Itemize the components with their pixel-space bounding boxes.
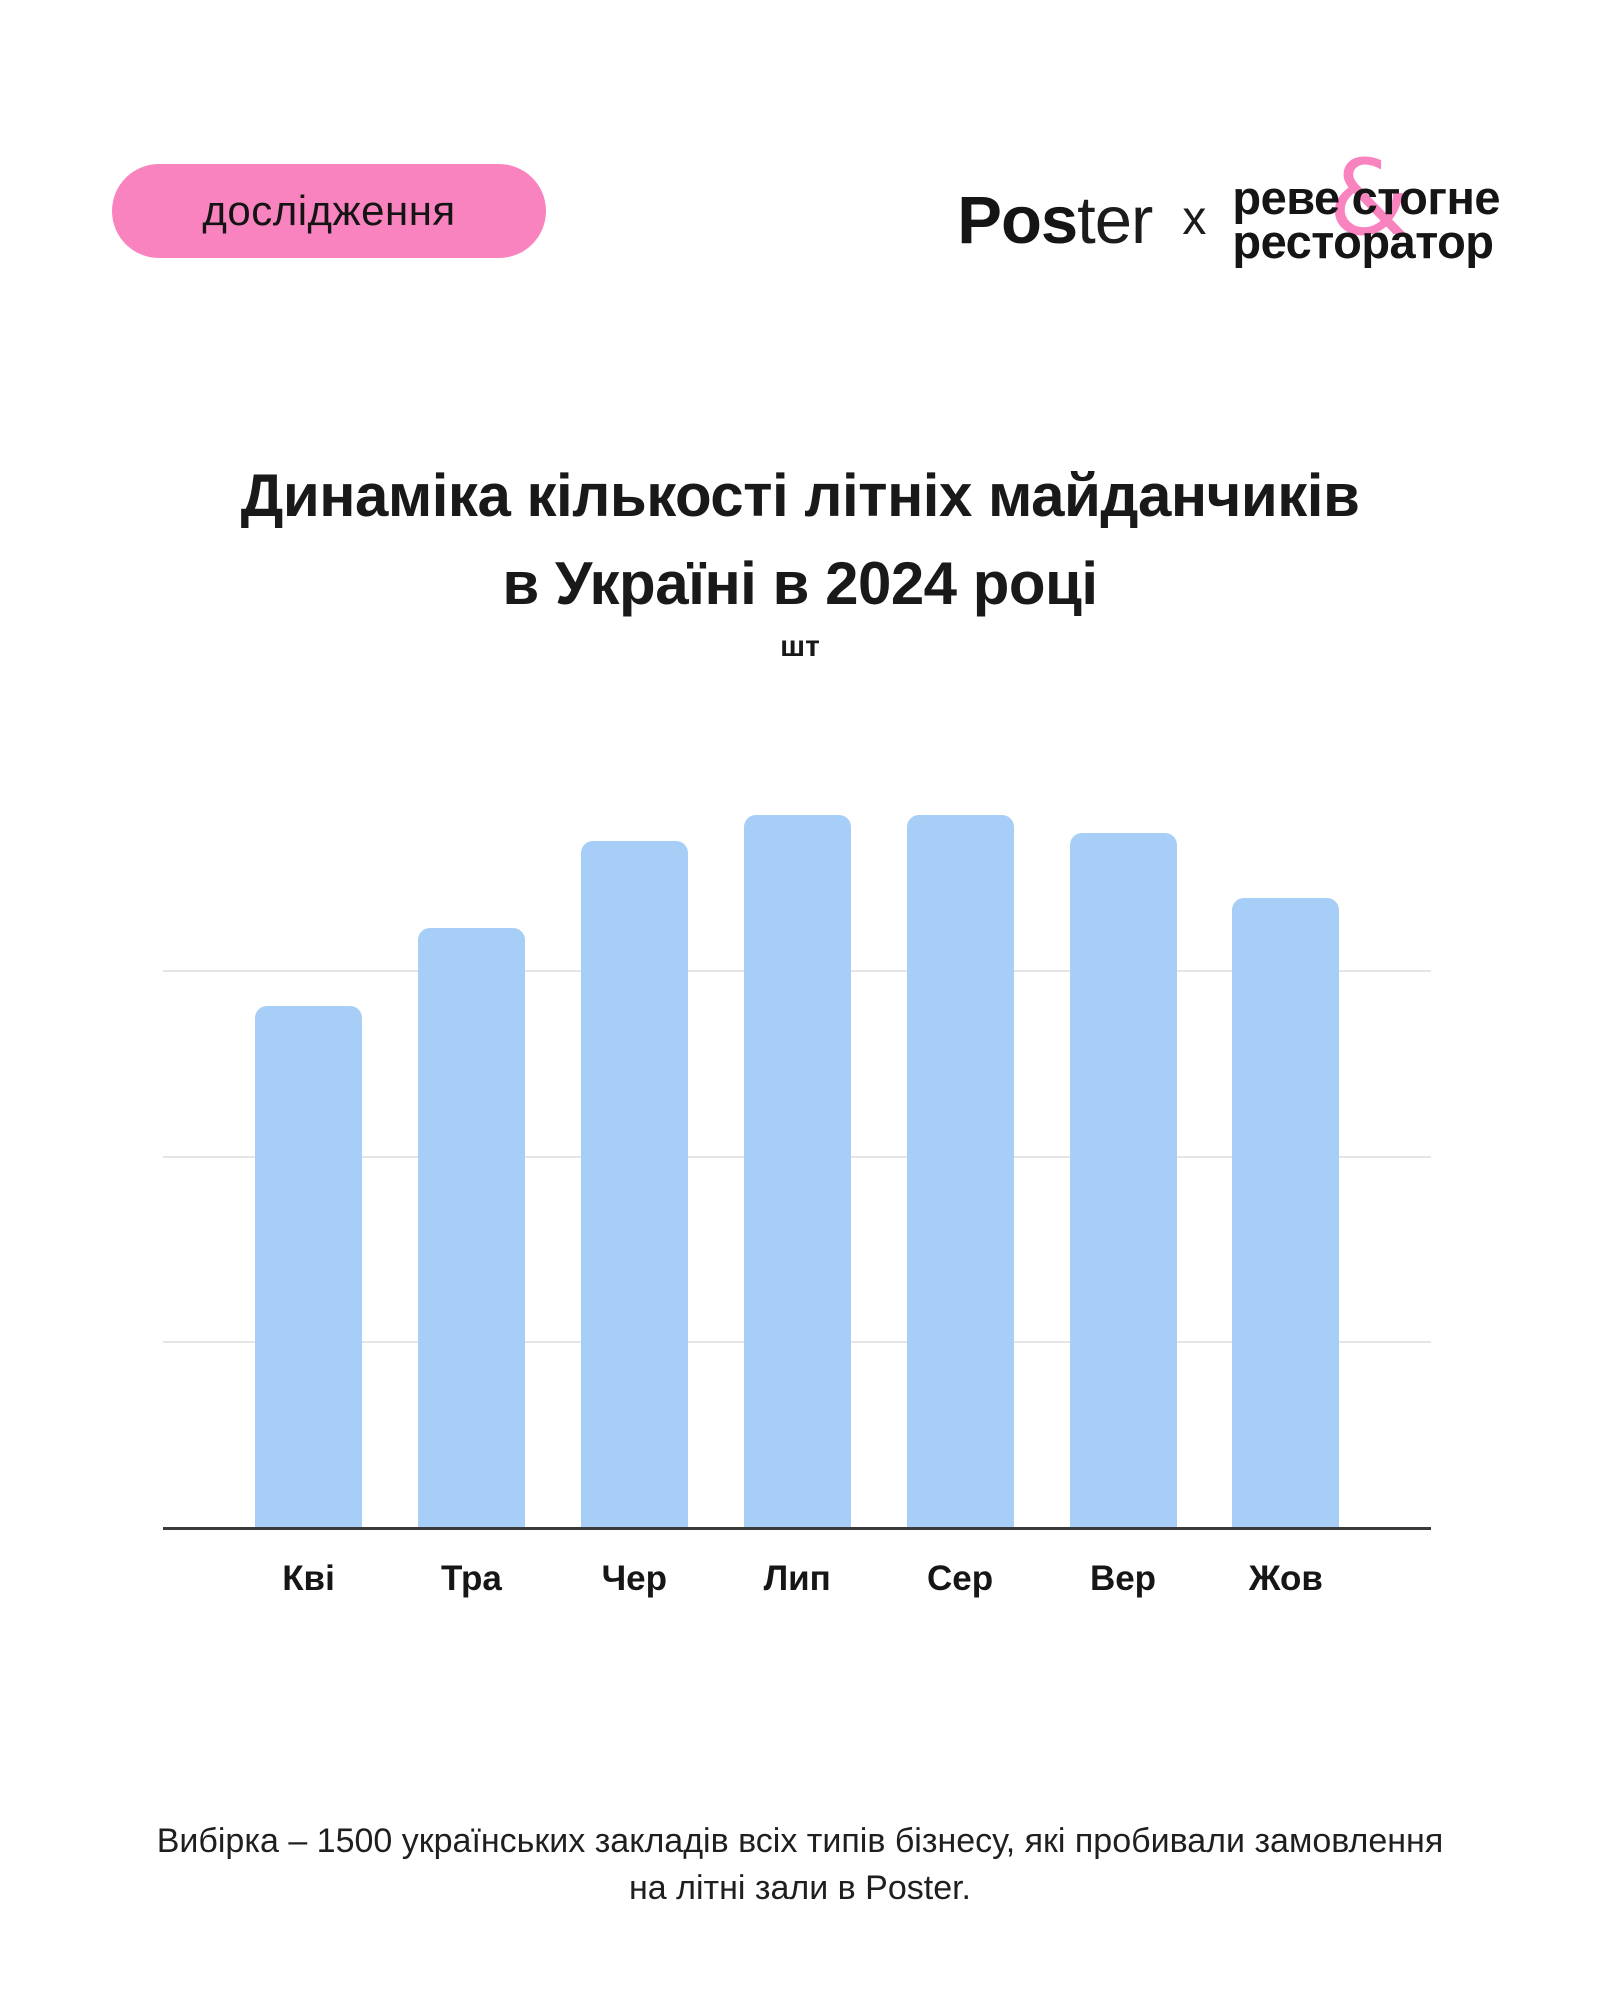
poster-logo-bold: Pos [957, 182, 1078, 258]
x-axis-label-Кві: Кві [282, 1559, 335, 1598]
x-axis-label-Лип: Лип [763, 1559, 831, 1598]
bar-chart: Кві Тра Чер Лип Сер Вер Жов [163, 780, 1431, 1598]
header-logos: Poster x & реве стогне ресторатор [957, 146, 1500, 280]
ampersand-icon: & [1328, 137, 1409, 259]
chart-title-line1: Динаміка кількості літніх майданчиків [240, 462, 1360, 529]
y-axis-units-label: шт [780, 630, 820, 663]
poster-logo-light: ter [1077, 182, 1153, 258]
x-axis-label-Жов: Жов [1248, 1559, 1323, 1598]
partner-logo-line1: реве стогне [1232, 171, 1500, 224]
collab-x-separator: x [1182, 191, 1207, 245]
footnote-line1: Вибірка – 1500 українських закладів всіх… [156, 1822, 1444, 1860]
research-badge-label: дослідження [202, 187, 456, 234]
x-axis-label-Тра: Тра [440, 1559, 502, 1598]
x-axis-label-Сер: Сер [927, 1559, 994, 1598]
partner-logo-line2: ресторатор [1232, 215, 1494, 268]
bar-Кві [255, 1006, 362, 1529]
x-axis-label-Чер: Чер [601, 1559, 668, 1598]
research-badge: дослідження [112, 164, 546, 258]
bar-Жов [1232, 897, 1340, 1529]
footnote-line2: на літні зали в Poster. [629, 1869, 971, 1907]
partner-logo: & реве стогне ресторатор [1232, 146, 1500, 268]
chart-title-line2: в Україні в 2024 році [502, 550, 1098, 617]
x-axis-line [163, 1527, 1431, 1530]
bar-Вер [1069, 832, 1177, 1529]
chart-title: Динаміка кількості літніх майданчиків в … [0, 452, 1600, 628]
footnote: Вибірка – 1500 українських закладів всіх… [0, 1818, 1600, 1912]
x-axis-label-Вер: Вер [1089, 1559, 1157, 1598]
bar-Тра [417, 927, 525, 1529]
bar-Лип [743, 815, 851, 1529]
bar-Чер [580, 840, 688, 1529]
poster-logo: Poster [957, 182, 1153, 259]
bar-Сер [906, 815, 1014, 1529]
